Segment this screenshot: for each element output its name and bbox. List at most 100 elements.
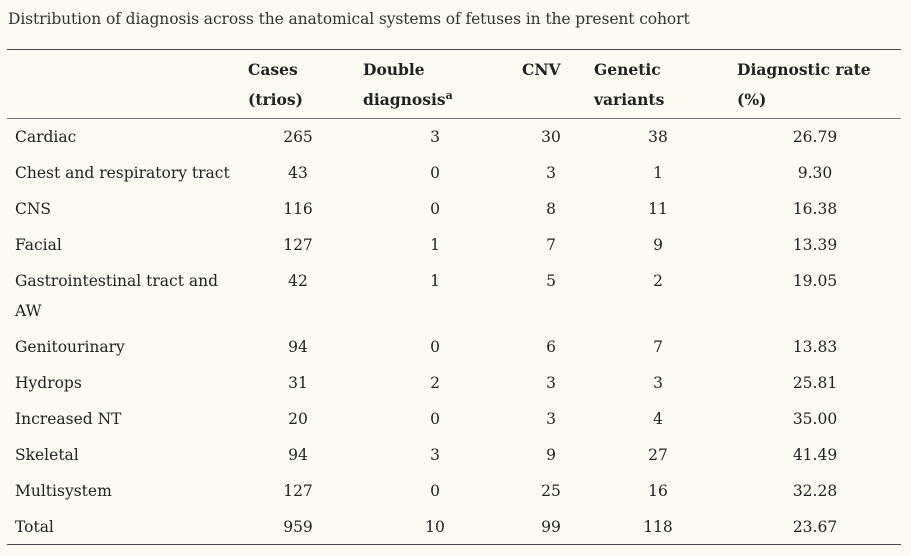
system-cell: Facial bbox=[15, 230, 240, 260]
rate-cell: 16.38 bbox=[792, 200, 838, 218]
double-cell: 1 bbox=[430, 236, 440, 254]
double-cell: 0 bbox=[430, 338, 440, 356]
system-name: Hydrops bbox=[15, 374, 82, 392]
cnv-cell: 3 bbox=[546, 374, 556, 392]
cnv-cell: 7 bbox=[546, 236, 556, 254]
header-rule bbox=[7, 118, 901, 119]
system-name: Cardiac bbox=[15, 128, 77, 146]
system-cell: Chest and respiratory tract bbox=[15, 158, 240, 188]
system-cell: Multisystem bbox=[15, 476, 240, 506]
double-cell: 3 bbox=[430, 128, 440, 146]
header-cases-line2: (trios) bbox=[248, 90, 303, 109]
rate-cell: 13.39 bbox=[792, 236, 838, 254]
header-genetic-variants: Genetic variants bbox=[594, 55, 664, 115]
rate-cell: 25.81 bbox=[792, 374, 838, 392]
table-row: Increased NT 20 0 3 4 35.00 bbox=[0, 404, 911, 440]
table-row: Genitourinary 94 0 6 7 13.83 bbox=[0, 332, 911, 368]
system-name: Total bbox=[15, 518, 54, 536]
double-cell: 0 bbox=[430, 410, 440, 428]
cases-cell: 959 bbox=[283, 518, 313, 536]
rate-cell: 23.67 bbox=[792, 518, 838, 536]
system-cell: CNS bbox=[15, 194, 240, 224]
double-cell: 0 bbox=[430, 200, 440, 218]
cnv-cell: 8 bbox=[546, 200, 556, 218]
system-cell: Genitourinary bbox=[15, 332, 240, 362]
system-name: Skeletal bbox=[15, 446, 79, 464]
variants-cell: 4 bbox=[653, 410, 663, 428]
cases-cell: 265 bbox=[283, 128, 313, 146]
table-row: Hydrops 31 2 3 3 25.81 bbox=[0, 368, 911, 404]
double-cell: 10 bbox=[425, 518, 445, 536]
system-cell: Cardiac bbox=[15, 122, 240, 152]
header-double-text: diagnosis bbox=[363, 90, 446, 109]
variants-cell: 3 bbox=[653, 374, 663, 392]
variants-cell: 38 bbox=[648, 128, 668, 146]
variants-cell: 9 bbox=[653, 236, 663, 254]
system-cell: Skeletal bbox=[15, 440, 240, 470]
table-row: Facial 127 1 7 9 13.39 bbox=[0, 230, 911, 266]
table-bottom-rule bbox=[7, 544, 901, 545]
system-name: CNS bbox=[15, 200, 52, 218]
rate-cell: 9.30 bbox=[797, 164, 833, 182]
header-cnv-text: CNV bbox=[522, 60, 561, 79]
system-name-cont: AW bbox=[15, 302, 42, 320]
cnv-cell: 9 bbox=[546, 446, 556, 464]
variants-cell: 16 bbox=[648, 482, 668, 500]
header-genetic-line2: variants bbox=[594, 90, 665, 109]
variants-cell: 11 bbox=[648, 200, 668, 218]
variants-cell: 1 bbox=[653, 164, 663, 182]
rate-cell: 19.05 bbox=[792, 272, 838, 290]
rate-cell: 32.28 bbox=[792, 482, 838, 500]
cases-cell: 20 bbox=[288, 410, 308, 428]
header-double-diagnosis: Double diagnosisa bbox=[363, 55, 453, 115]
double-cell: 0 bbox=[430, 482, 440, 500]
table-top-rule bbox=[7, 49, 901, 50]
table-row: Multisystem 127 0 25 16 32.28 bbox=[0, 476, 911, 512]
table-row: Skeletal 94 3 9 27 41.49 bbox=[0, 440, 911, 476]
rate-cell: 35.00 bbox=[792, 410, 838, 428]
system-cell: Increased NT bbox=[15, 404, 240, 434]
footnote-marker: a bbox=[445, 89, 453, 102]
table-row: CNS 116 0 8 11 16.38 bbox=[0, 194, 911, 230]
rate-cell: 26.79 bbox=[792, 128, 838, 146]
rate-cell: 41.49 bbox=[792, 446, 838, 464]
cases-cell: 43 bbox=[288, 164, 308, 182]
system-name: Genitourinary bbox=[15, 338, 125, 356]
cases-cell: 94 bbox=[288, 338, 308, 356]
cases-cell: 42 bbox=[288, 272, 308, 290]
double-cell: 1 bbox=[430, 272, 440, 290]
table-row: Cardiac 265 3 30 38 26.79 bbox=[0, 122, 911, 158]
cnv-cell: 3 bbox=[546, 164, 556, 182]
cases-cell: 94 bbox=[288, 446, 308, 464]
cases-cell: 31 bbox=[288, 374, 308, 392]
double-cell: 3 bbox=[430, 446, 440, 464]
cnv-cell: 30 bbox=[541, 128, 561, 146]
double-cell: 0 bbox=[430, 164, 440, 182]
system-name: Increased NT bbox=[15, 410, 122, 428]
header-cnv: CNV bbox=[522, 55, 561, 85]
system-cell: Gastrointestinal tract and AW bbox=[15, 266, 240, 326]
system-name: Gastrointestinal tract and bbox=[15, 272, 218, 290]
variants-cell: 7 bbox=[653, 338, 663, 356]
cases-cell: 127 bbox=[283, 482, 313, 500]
header-rate-line2: (%) bbox=[737, 90, 767, 109]
system-name: Multisystem bbox=[15, 482, 112, 500]
variants-cell: 27 bbox=[648, 446, 668, 464]
table-row: Gastrointestinal tract and AW 42 1 5 2 19… bbox=[0, 266, 911, 332]
header-diagnostic-rate: Diagnostic rate (%) bbox=[737, 55, 871, 115]
table-row: Chest and respiratory tract 43 0 3 1 9.3… bbox=[0, 158, 911, 194]
system-cell: Hydrops bbox=[15, 368, 240, 398]
cnv-cell: 5 bbox=[546, 272, 556, 290]
table-caption: Distribution of diagnosis across the ana… bbox=[8, 10, 690, 28]
cnv-cell: 3 bbox=[546, 410, 556, 428]
double-cell: 2 bbox=[430, 374, 440, 392]
variants-cell: 118 bbox=[643, 518, 673, 536]
rate-cell: 13.83 bbox=[792, 338, 838, 356]
system-name: Chest and respiratory tract bbox=[15, 164, 230, 182]
header-cases-line1: Cases bbox=[248, 60, 298, 79]
table-row-total: Total 959 10 99 118 23.67 bbox=[0, 512, 911, 544]
header-double-line2: diagnosisa bbox=[363, 85, 453, 115]
header-rate-line1: Diagnostic rate bbox=[737, 60, 871, 79]
cases-cell: 116 bbox=[283, 200, 313, 218]
cnv-cell: 25 bbox=[541, 482, 561, 500]
